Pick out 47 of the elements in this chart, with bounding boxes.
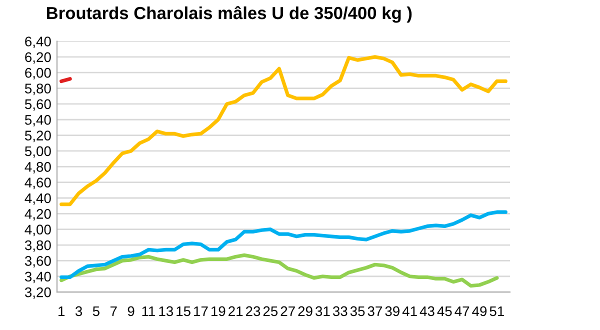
x-tick-label: 51 — [490, 306, 504, 316]
x-tick-label: 17 — [194, 306, 208, 316]
x-tick-label: 37 — [368, 306, 382, 316]
x-tick-label: 45 — [437, 306, 452, 316]
x-tick-label: 39 — [385, 306, 400, 316]
x-tick-label: 27 — [280, 306, 295, 316]
x-tick-label: 15 — [176, 306, 190, 316]
x-tick-label: 43 — [420, 306, 434, 316]
y-tick-label: 3,60 — [24, 256, 51, 268]
y-tick-label: 3,40 — [24, 272, 51, 284]
chart-title: Broutards Charolais mâles U de 350/400 kg ) — [46, 6, 412, 23]
x-tick-label: 49 — [472, 306, 487, 316]
x-tick-label: 9 — [128, 306, 134, 316]
y-tick-label: 5,60 — [24, 99, 51, 111]
x-tick-label: 41 — [402, 306, 417, 316]
y-tick-label: 6,20 — [25, 52, 51, 64]
y-tick-label: 5,40 — [24, 114, 51, 126]
x-tick-label: 47 — [454, 306, 470, 316]
y-tick-label: 6,40 — [25, 36, 51, 48]
x-tick-label: 11 — [142, 306, 156, 316]
y-tick-label: 5,80 — [24, 84, 51, 96]
x-tick-label: 13 — [159, 306, 174, 316]
x-tick-label: 3 — [75, 306, 82, 316]
y-tick-label: 4,20 — [24, 209, 51, 220]
y-tick-label: 4,60 — [24, 178, 51, 190]
x-tick-label: 31 — [316, 306, 330, 316]
y-tick-label: 3,80 — [24, 240, 51, 252]
line-series — [60, 55, 508, 206]
x-tick-label: 33 — [332, 306, 348, 316]
y-tick-label: 4,80 — [24, 162, 51, 174]
y-tick-label: 6,00 — [25, 68, 51, 80]
x-tick-label: 1 — [58, 306, 65, 316]
y-tick-label: 5,00 — [24, 146, 51, 158]
y-tick-label: 4,40 — [24, 193, 51, 205]
x-tick-label: 7 — [110, 306, 117, 316]
y-tick-label: 4,00 — [24, 224, 51, 236]
x-tick-label: 21 — [228, 306, 243, 316]
line-series — [60, 253, 499, 288]
y-tick-label: 5,20 — [24, 130, 51, 142]
x-tick-label: 35 — [350, 306, 365, 316]
line-series — [60, 210, 508, 279]
x-tick-label: 23 — [246, 306, 260, 316]
x-tick-label: 29 — [298, 306, 312, 316]
x-tick-label: 5 — [92, 306, 100, 316]
y-tick-label: 3,20 — [24, 287, 51, 299]
x-tick-label: 19 — [212, 306, 226, 316]
x-tick-label: 25 — [263, 306, 278, 316]
